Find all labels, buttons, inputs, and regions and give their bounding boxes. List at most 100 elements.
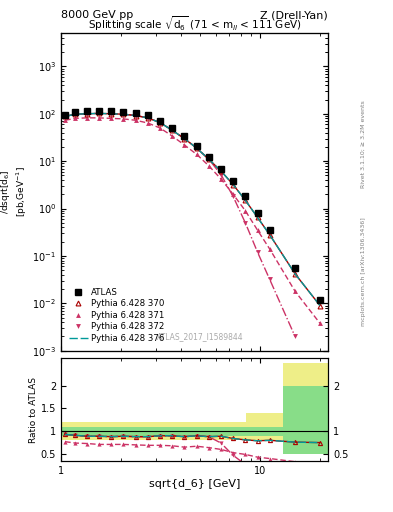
Line: Pythia 6.428 371: Pythia 6.428 371 <box>63 115 322 326</box>
Pythia 6.428 371 <box>219 176 223 182</box>
Pythia 6.428 376 <box>219 168 223 174</box>
Pythia 6.428 371 <box>170 133 174 139</box>
ATLAS <box>255 209 260 216</box>
Pythia 6.428 371 <box>158 125 162 131</box>
ATLAS <box>219 165 223 172</box>
Text: Rivet 3.1.10; ≥ 3.2M events: Rivet 3.1.10; ≥ 3.2M events <box>361 100 366 188</box>
Text: ATLAS_2017_I1589844: ATLAS_2017_I1589844 <box>156 332 243 341</box>
Pythia 6.428 376 <box>63 113 68 119</box>
Pythia 6.428 376 <box>267 232 272 238</box>
Pythia 6.428 376 <box>255 215 260 221</box>
Pythia 6.428 376 <box>194 145 199 151</box>
Pythia 6.428 371 <box>109 115 114 121</box>
Pythia 6.428 372 <box>145 115 150 121</box>
Pythia 6.428 370 <box>109 111 114 117</box>
Pythia 6.428 376 <box>293 271 298 277</box>
Pythia 6.428 371 <box>255 227 260 233</box>
Pythia 6.428 370 <box>206 156 211 162</box>
ATLAS <box>231 178 235 184</box>
Pythia 6.428 372 <box>121 111 126 117</box>
Pythia 6.428 371 <box>293 288 298 294</box>
Text: mcplots.cern.ch [arXiv:1306.3436]: mcplots.cern.ch [arXiv:1306.3436] <box>361 217 366 326</box>
Pythia 6.428 372 <box>194 145 199 151</box>
ATLAS <box>194 143 199 149</box>
Pythia 6.428 376 <box>182 136 187 142</box>
ATLAS <box>170 125 174 131</box>
Pythia 6.428 371 <box>73 115 77 121</box>
Y-axis label: d$\sigma$
/dsqrt[d$_6$]
[pb,GeV$^{-1}$]: d$\sigma$ /dsqrt[d$_6$] [pb,GeV$^{-1}$] <box>0 166 29 218</box>
Pythia 6.428 372 <box>182 136 187 142</box>
Line: Pythia 6.428 370: Pythia 6.428 370 <box>63 111 322 308</box>
Pythia 6.428 370 <box>182 136 187 142</box>
ATLAS <box>73 109 77 115</box>
Pythia 6.428 372 <box>158 120 162 126</box>
ATLAS <box>133 110 138 116</box>
Pythia 6.428 371 <box>145 120 150 126</box>
Pythia 6.428 371 <box>318 320 322 326</box>
Pythia 6.428 376 <box>170 127 174 133</box>
Text: 8000 GeV pp: 8000 GeV pp <box>61 10 133 20</box>
Pythia 6.428 372 <box>133 113 138 119</box>
Pythia 6.428 376 <box>318 303 322 309</box>
Pythia 6.428 370 <box>231 182 235 188</box>
Pythia 6.428 370 <box>170 127 174 133</box>
Pythia 6.428 370 <box>158 120 162 126</box>
Pythia 6.428 371 <box>133 117 138 123</box>
Pythia 6.428 376 <box>158 120 162 126</box>
Pythia 6.428 370 <box>133 113 138 119</box>
ATLAS <box>318 296 322 303</box>
ATLAS <box>267 227 272 233</box>
Pythia 6.428 372 <box>73 111 77 117</box>
ATLAS <box>145 112 150 118</box>
ATLAS <box>63 112 68 118</box>
ATLAS <box>121 109 126 115</box>
Pythia 6.428 371 <box>96 115 101 121</box>
Pythia 6.428 370 <box>96 110 101 116</box>
ATLAS <box>96 108 101 114</box>
Line: ATLAS: ATLAS <box>62 108 323 303</box>
Pythia 6.428 372 <box>63 113 68 119</box>
ATLAS <box>206 154 211 160</box>
Pythia 6.428 376 <box>206 156 211 162</box>
Pythia 6.428 371 <box>206 163 211 169</box>
Legend: ATLAS, Pythia 6.428 370, Pythia 6.428 371, Pythia 6.428 372, Pythia 6.428 376: ATLAS, Pythia 6.428 370, Pythia 6.428 37… <box>65 284 168 347</box>
Line: Pythia 6.428 372: Pythia 6.428 372 <box>63 111 298 339</box>
ATLAS <box>84 109 89 115</box>
Pythia 6.428 372 <box>96 110 101 116</box>
Pythia 6.428 376 <box>96 110 101 116</box>
ATLAS <box>243 193 248 199</box>
Pythia 6.428 372 <box>267 276 272 283</box>
Pythia 6.428 376 <box>109 111 114 117</box>
Pythia 6.428 372 <box>206 156 211 162</box>
Pythia 6.428 371 <box>121 116 126 122</box>
Pythia 6.428 372 <box>255 249 260 255</box>
Pythia 6.428 370 <box>84 111 89 117</box>
Pythia 6.428 371 <box>267 246 272 252</box>
Y-axis label: Ratio to ATLAS: Ratio to ATLAS <box>29 377 38 442</box>
Pythia 6.428 370 <box>267 232 272 238</box>
Pythia 6.428 370 <box>63 113 68 119</box>
Pythia 6.428 370 <box>194 145 199 151</box>
Pythia 6.428 370 <box>255 215 260 221</box>
Pythia 6.428 370 <box>318 303 322 309</box>
Pythia 6.428 371 <box>182 142 187 148</box>
Pythia 6.428 376 <box>243 197 248 203</box>
Title: Splitting scale $\sqrt{\mathrm{d}_6}$ (71 < m$_{ll}$ < 111 GeV): Splitting scale $\sqrt{\mathrm{d}_6}$ (7… <box>88 14 301 33</box>
Pythia 6.428 370 <box>145 115 150 121</box>
Line: Pythia 6.428 376: Pythia 6.428 376 <box>65 113 320 306</box>
Pythia 6.428 376 <box>121 111 126 117</box>
Pythia 6.428 372 <box>109 111 114 117</box>
Pythia 6.428 376 <box>145 115 150 121</box>
ATLAS <box>109 108 114 114</box>
Pythia 6.428 370 <box>121 111 126 117</box>
X-axis label: sqrt{d_6} [GeV]: sqrt{d_6} [GeV] <box>149 478 240 489</box>
Pythia 6.428 376 <box>231 182 235 188</box>
Pythia 6.428 370 <box>293 271 298 277</box>
Pythia 6.428 370 <box>73 111 77 117</box>
Pythia 6.428 376 <box>73 111 77 117</box>
Pythia 6.428 372 <box>231 194 235 200</box>
ATLAS <box>182 133 187 139</box>
ATLAS <box>293 265 298 271</box>
ATLAS <box>158 117 162 123</box>
Pythia 6.428 370 <box>219 168 223 174</box>
